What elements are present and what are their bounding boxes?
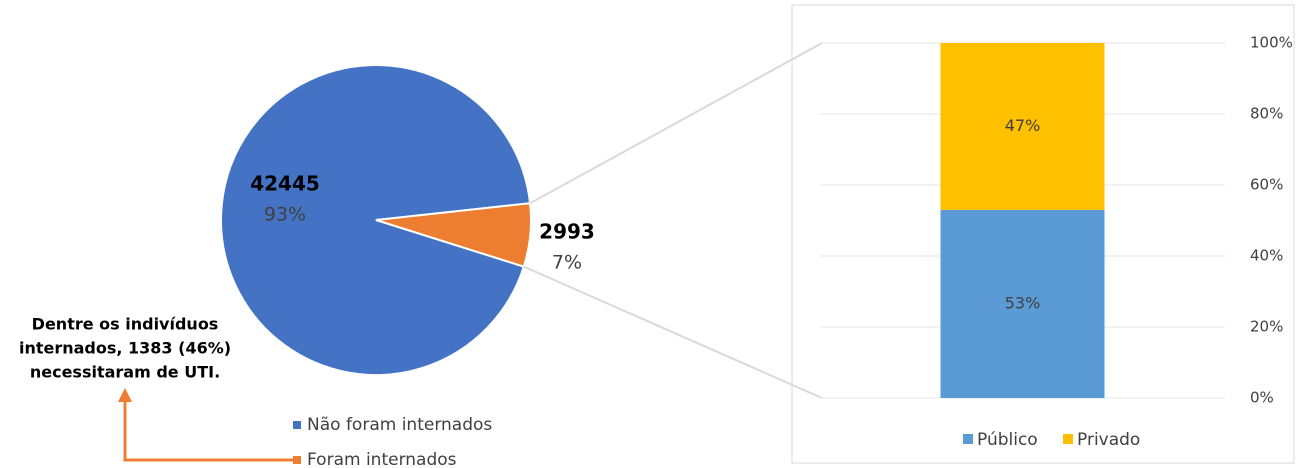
arrow-head: [118, 388, 132, 402]
pie-slice: [375, 202, 532, 268]
legend-swatch: [293, 421, 301, 429]
annotation: Dentre os indivíduos: [32, 315, 219, 334]
slice-percent: 7%: [552, 252, 582, 274]
legend-label: Foram internados: [307, 450, 457, 468]
annotation-arrow: [123, 400, 297, 462]
legend-swatch: [1063, 434, 1073, 444]
annotation: necessitaram de UTI.: [30, 363, 220, 382]
bar-segment: [940, 209, 1105, 398]
y-tick-label: 40%: [1250, 247, 1283, 265]
y-tick-label: 0%: [1250, 389, 1274, 407]
y-tick-label: 60%: [1250, 176, 1283, 194]
y-tick-label: 20%: [1250, 318, 1283, 336]
connector: [523, 265, 823, 399]
legend-label: Não foram internados: [307, 415, 492, 435]
legend-swatch: [963, 434, 973, 444]
legend-label: Privado: [1077, 430, 1140, 450]
value-label: 47%: [1005, 116, 1041, 135]
slice-value: 2993: [539, 220, 595, 244]
bar-segment: [940, 43, 1105, 210]
legend-label: Público: [977, 430, 1038, 450]
pie-slice: [220, 64, 532, 376]
annotation: internados, 1383 (46%): [19, 339, 231, 358]
legend-swatch: [293, 456, 301, 464]
value-label: 53%: [1005, 293, 1041, 312]
y-tick-label: 100%: [1250, 34, 1293, 52]
y-tick-label: 80%: [1250, 105, 1283, 123]
slice-value: 42445: [250, 172, 320, 196]
slice-percent: 93%: [264, 204, 306, 226]
connector: [529, 42, 823, 205]
